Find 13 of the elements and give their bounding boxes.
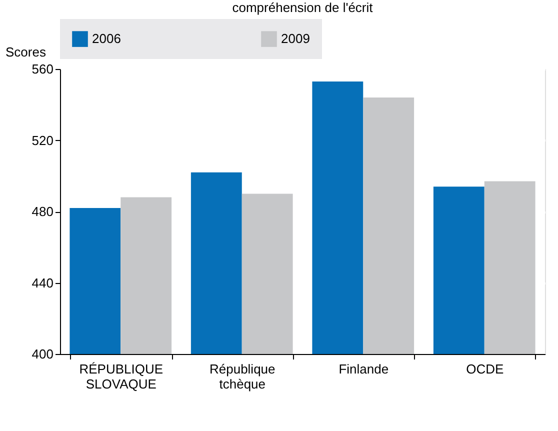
y-axis-title: Scores xyxy=(6,44,46,60)
chart-title: compréhension de l'écrit xyxy=(232,0,374,15)
x-tick-label: République tchèque xyxy=(209,362,276,392)
y-tick-label: 560 xyxy=(32,62,54,76)
y-tick-label: 440 xyxy=(32,275,54,290)
x-tick-label: OCDE xyxy=(466,362,504,376)
y-tick-label: 400 xyxy=(32,346,54,362)
legend-label: 2006 xyxy=(92,31,121,46)
x-tick-label: Finlande xyxy=(338,362,389,376)
y-tick-label: 520 xyxy=(32,132,54,148)
y-tick-label: 480 xyxy=(32,204,54,219)
x-tick-label: RÉPUBLIQUE SLOVAQUE xyxy=(79,362,164,392)
legend-label: 2009 xyxy=(281,31,310,46)
